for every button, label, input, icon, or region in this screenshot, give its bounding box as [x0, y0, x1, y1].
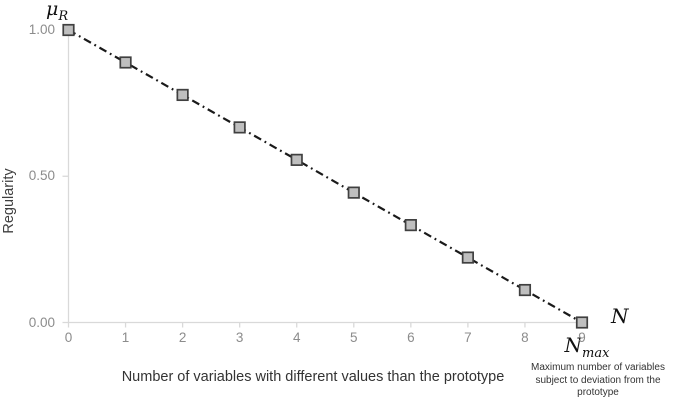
nmax-base: N	[564, 333, 583, 357]
x-tick-label: 4	[292, 330, 301, 345]
x-axis-title: Number of variables with different value…	[121, 369, 505, 385]
nmax-subscript: max	[582, 346, 610, 361]
data-point-marker	[518, 283, 532, 297]
data-point-marker	[290, 153, 303, 166]
data-point-marker	[404, 218, 417, 232]
x-tick-label: 9	[578, 330, 586, 345]
data-point-marker	[461, 251, 474, 264]
y-tick-label: 0.50	[28, 168, 55, 184]
y-axis-symbol: μR	[46, 0, 68, 24]
x-tick-label: 7	[464, 330, 472, 345]
x-tick-label: 3	[235, 330, 244, 345]
x-max-annotation-line: Maximum number of variables	[531, 362, 665, 373]
x-max-symbol: Nmax	[565, 333, 610, 361]
x-tick-label: 0	[64, 330, 73, 345]
data-point-marker	[233, 121, 246, 134]
y-tick-label: 0.00	[28, 314, 55, 330]
x-tick-label: 6	[407, 330, 415, 345]
x-tick-label: 1	[121, 330, 130, 345]
x-tick-label: 2	[178, 330, 187, 345]
x-max-annotation: Maximum number of variables subject to d…	[509, 362, 685, 400]
y-tick-label: 1.00	[28, 22, 55, 37]
mu-subscript: R	[58, 8, 69, 24]
x-max-annotation-line: prototype	[577, 387, 619, 398]
data-point-marker	[62, 23, 75, 37]
x-tick-label: 8	[521, 330, 529, 345]
x-tick-label: 5	[350, 330, 358, 345]
x-axis-symbol: N	[611, 304, 629, 328]
series-line	[67, 29, 583, 324]
data-point-marker	[119, 56, 132, 69]
mu-symbol: μ	[46, 0, 59, 20]
x-max-annotation-line: subject to deviation from the	[535, 374, 661, 386]
data-point-marker	[176, 88, 189, 102]
data-point-marker	[575, 316, 589, 329]
data-point-marker	[347, 186, 360, 199]
